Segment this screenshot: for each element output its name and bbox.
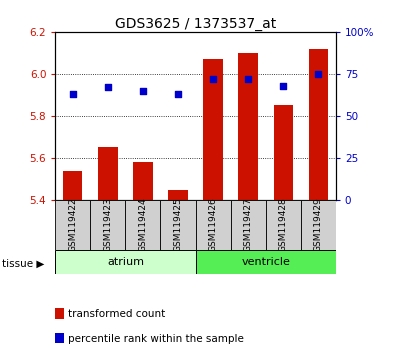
Point xyxy=(210,76,216,82)
Bar xyxy=(273,105,293,200)
Text: GSM119429: GSM119429 xyxy=(314,198,323,252)
Text: GSM119425: GSM119425 xyxy=(173,198,182,252)
Bar xyxy=(196,250,336,274)
Bar xyxy=(308,49,328,200)
Bar xyxy=(133,162,152,200)
Point xyxy=(70,91,76,97)
Text: GSM119424: GSM119424 xyxy=(138,198,147,252)
Point xyxy=(315,71,322,77)
Text: GSM119423: GSM119423 xyxy=(103,198,113,252)
Bar xyxy=(196,200,231,250)
Point xyxy=(105,85,111,90)
Bar xyxy=(301,200,336,250)
Text: GSM119426: GSM119426 xyxy=(209,198,218,252)
Bar xyxy=(126,200,160,250)
Bar xyxy=(98,148,118,200)
Bar xyxy=(63,171,83,200)
Point xyxy=(140,88,146,93)
Bar xyxy=(55,200,90,250)
Bar xyxy=(160,200,196,250)
Bar xyxy=(265,200,301,250)
Text: ventricle: ventricle xyxy=(241,257,290,267)
Text: GSM119428: GSM119428 xyxy=(278,198,288,252)
Bar xyxy=(55,250,196,274)
Point xyxy=(175,91,181,97)
Bar xyxy=(90,200,126,250)
Text: transformed count: transformed count xyxy=(68,309,165,319)
Point xyxy=(280,83,286,88)
Point xyxy=(245,76,251,82)
Text: GSM119422: GSM119422 xyxy=(68,198,77,252)
Title: GDS3625 / 1373537_at: GDS3625 / 1373537_at xyxy=(115,17,276,31)
Text: GSM119427: GSM119427 xyxy=(244,198,253,252)
Text: atrium: atrium xyxy=(107,257,144,267)
Text: tissue ▶: tissue ▶ xyxy=(2,259,44,269)
Bar xyxy=(239,53,258,200)
Bar xyxy=(231,200,265,250)
Bar xyxy=(203,59,223,200)
Bar xyxy=(168,189,188,200)
Text: percentile rank within the sample: percentile rank within the sample xyxy=(68,334,244,344)
